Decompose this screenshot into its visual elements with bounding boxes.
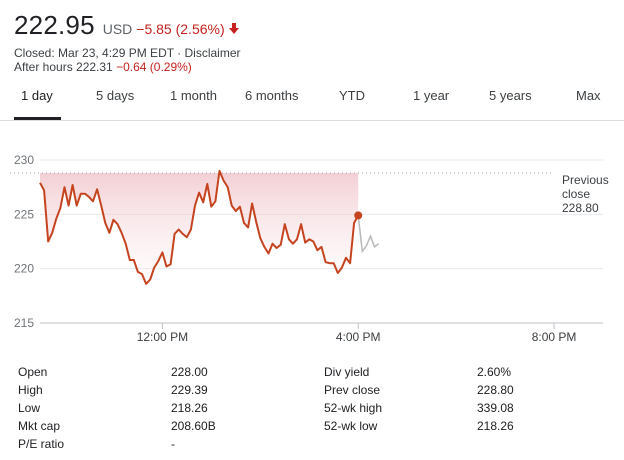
x-tick-label: 12:00 PM <box>137 330 188 344</box>
stat-row: High 229.39 Prev close 228.80 <box>0 380 624 398</box>
price-row: 222.95 USD −5.85 (2.56%) <box>14 10 241 41</box>
stat-label: Mkt cap <box>18 419 61 433</box>
previous-close-label: close <box>562 187 590 201</box>
y-tick-label: 230 <box>14 153 34 167</box>
last-price-dot <box>354 211 363 220</box>
key-stats-table: Open 228.00 Div yield 2.60% High 229.39 … <box>0 362 624 452</box>
stat-row: Open 228.00 Div yield 2.60% <box>0 362 624 380</box>
stat-value: - <box>171 437 175 451</box>
closed-status: Closed: Mar 23, 4:29 PM EDT · Disclaimer <box>14 46 241 60</box>
after-hours-change: −0.64 (0.29%) <box>116 60 192 74</box>
tab-1-year[interactable]: 1 year <box>413 88 450 103</box>
x-tick-label: 4:00 PM <box>336 330 381 344</box>
stat-value: 339.08 <box>477 401 514 415</box>
stat-value: 208.60B <box>171 419 216 433</box>
stat-row: Mkt cap 208.60B 52-wk low 218.26 <box>0 416 624 434</box>
after-hours-label: After hours 222.31 <box>14 60 113 74</box>
y-tick-label: 225 <box>14 207 34 221</box>
stat-value: 218.26 <box>171 401 208 415</box>
x-tick-label: 8:00 PM <box>532 330 577 344</box>
previous-close-label: Previous <box>562 173 609 187</box>
quote-header: 222.95 USD −5.85 (2.56%) Closed: Mar 23,… <box>14 10 241 74</box>
tab-5-years[interactable]: 5 years <box>489 88 532 103</box>
price-change: −5.85 (2.56%) <box>136 21 225 37</box>
tab-max[interactable]: Max <box>576 88 601 103</box>
stat-value: 2.60% <box>477 365 512 379</box>
tab-6-months[interactable]: 6 months <box>245 88 299 103</box>
tab-1-day[interactable]: 1 day <box>21 88 53 103</box>
stat-value: 228.00 <box>171 365 208 379</box>
after-hours-line <box>357 215 380 254</box>
stat-value: 228.80 <box>477 383 514 397</box>
active-tab-indicator <box>14 117 61 120</box>
stat-row: P/E ratio - <box>0 434 624 452</box>
stat-label: 52-wk high <box>324 401 383 415</box>
stat-label: Open <box>18 365 48 379</box>
stat-label: High <box>18 383 43 397</box>
stat-label: Low <box>18 401 41 415</box>
stat-value: 229.39 <box>171 383 208 397</box>
previous-close-label: 228.80 <box>562 201 599 215</box>
after-hours-row: After hours 222.31 −0.64 (0.29%) <box>14 60 241 74</box>
y-tick-label: 220 <box>14 262 34 276</box>
price-chart[interactable]: 230 225 220 215 12:00 PM 4:00 PM 8:00 PM Previo… <box>0 140 624 350</box>
stat-value: 218.26 <box>477 419 514 433</box>
price-area-fill <box>40 170 359 284</box>
stock-price: 222.95 <box>14 10 95 40</box>
range-tabs: 1 day 5 days 1 month 6 months YTD 1 year… <box>0 80 624 121</box>
tab-ytd[interactable]: YTD <box>339 88 365 103</box>
tab-1-month[interactable]: 1 month <box>170 88 217 103</box>
stat-label: Div yield <box>324 365 370 379</box>
stat-row: Low 218.26 52-wk high 339.08 <box>0 398 624 416</box>
arrow-down-icon <box>228 22 239 37</box>
currency-label: USD <box>102 21 133 37</box>
tab-5-days[interactable]: 5 days <box>96 88 135 103</box>
price-line <box>39 169 360 285</box>
stat-label: P/E ratio <box>18 437 65 451</box>
stat-label: Prev close <box>324 383 381 397</box>
stat-label: 52-wk low <box>324 419 378 433</box>
y-tick-label: 215 <box>14 316 34 330</box>
